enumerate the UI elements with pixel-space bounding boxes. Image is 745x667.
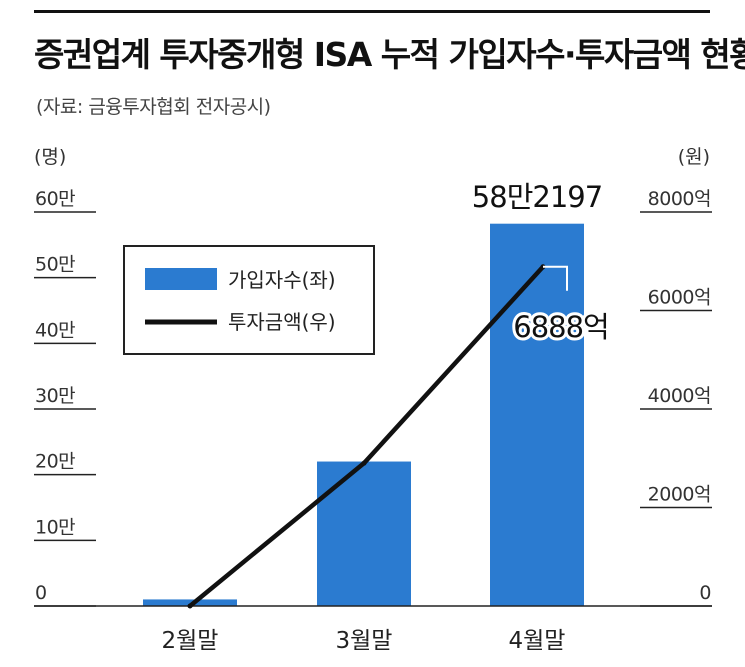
line-label-leader [543,265,568,291]
bar [317,461,411,606]
right-axis-tick-label: 6000억 [648,287,711,309]
legend: 가입자수(좌) 투자금액(우) [123,245,375,355]
left-axis-tick-label: 50만 [35,254,75,276]
left-axis-tick-label: 10만 [35,516,75,538]
right-axis-unit: (원) [678,146,710,168]
bar-data-label: 58만2197 [472,180,602,214]
category-label: 3월말 [336,628,393,654]
chart-source: (자료: 금융투자협회 전자공시) [36,96,271,118]
line-point [187,603,193,609]
right-axis: (원) 0 2000억 4000억 6000억 8000억 [640,146,712,607]
left-axis-tick-label: 20만 [35,451,75,473]
category-label: 4월말 [509,628,566,654]
bar [143,599,237,606]
legend-swatch-bar [145,268,217,290]
bar [490,223,584,606]
category-label: 2월말 [162,628,219,654]
right-axis-tick-label: 0 [699,582,711,604]
line-point [361,460,367,466]
legend-box [123,245,375,355]
legend-label-line: 투자금액(우) [228,310,336,334]
left-axis-tick-label: 60만 [35,188,75,210]
left-axis: (명) 0 10만 20만 30만 40만 50만 60만 [34,146,96,607]
left-axis-tick-label: 30만 [35,385,75,407]
top-rule [34,10,710,13]
category-labels: 2월말 3월말 4월말 [162,628,566,654]
line-data-label-halo: 6888억 [513,310,608,344]
left-axis-tick-label: 40만 [35,319,75,341]
line-data-label: 6888억 [513,310,608,344]
bar-series [34,223,712,607]
left-axis-tick-label: 0 [35,582,47,604]
left-axis-unit: (명) [34,146,66,168]
right-axis-tick-label: 8000억 [648,188,711,210]
right-axis-tick-label: 2000억 [648,484,711,506]
chart-title: 증권업계 투자중개형 ISA 누적 가입자수·투자금액 현황 [34,35,745,74]
right-axis-tick-label: 4000억 [648,385,711,407]
legend-label-bar: 가입자수(좌) [228,268,336,292]
